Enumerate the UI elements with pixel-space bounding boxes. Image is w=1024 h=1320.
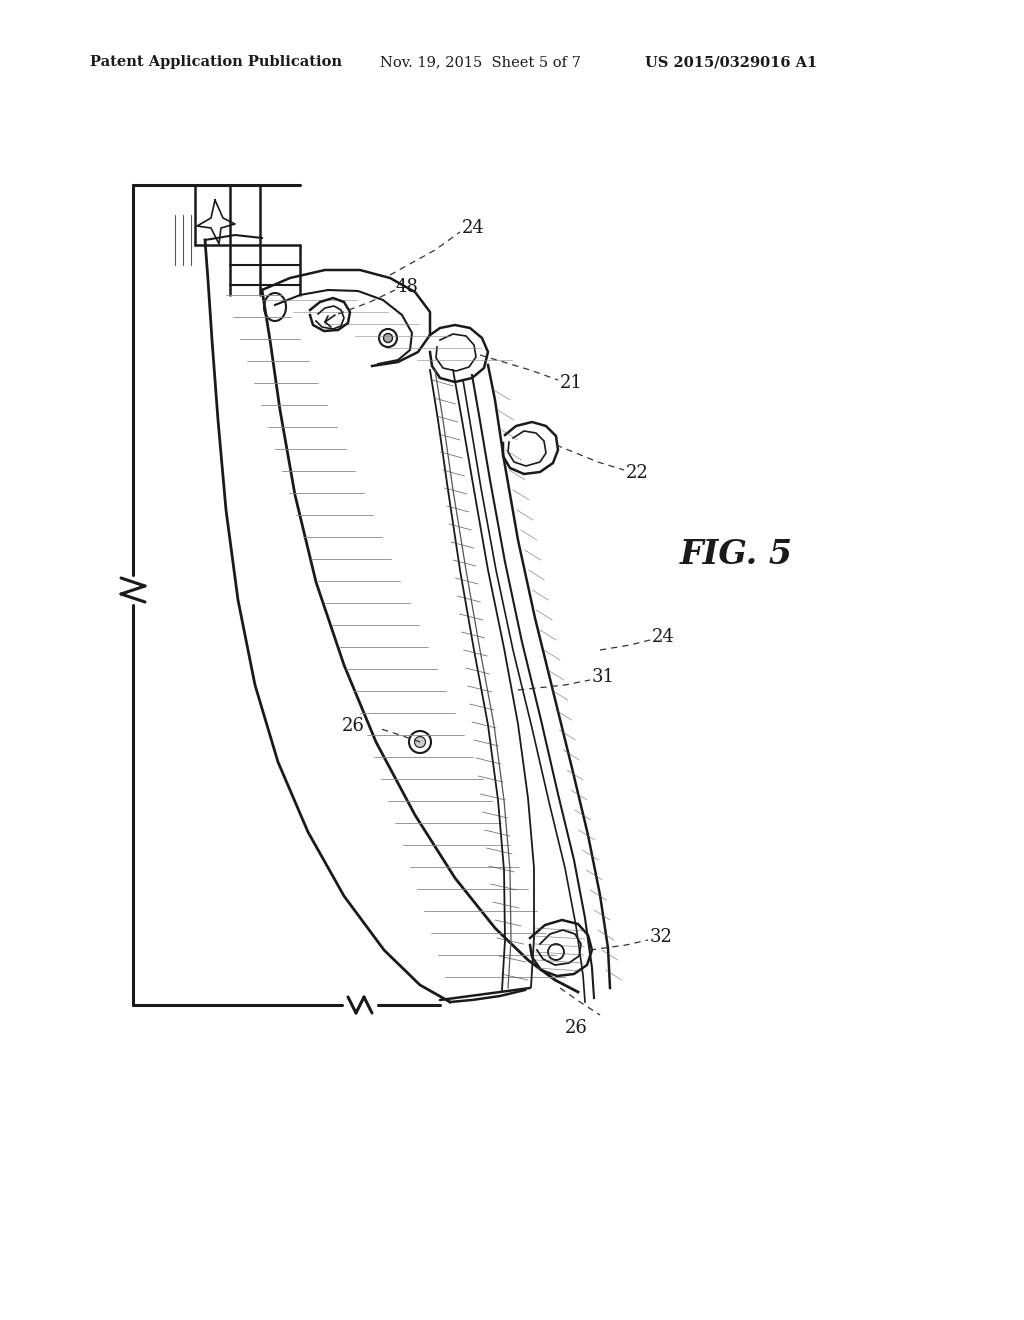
Text: 21: 21 [560,374,583,392]
Text: US 2015/0329016 A1: US 2015/0329016 A1 [645,55,817,69]
Text: 24: 24 [652,628,675,645]
Text: Nov. 19, 2015  Sheet 5 of 7: Nov. 19, 2015 Sheet 5 of 7 [380,55,581,69]
Text: 31: 31 [592,668,615,686]
Text: 32: 32 [650,928,673,946]
Text: FIG. 5: FIG. 5 [680,539,794,572]
Text: 26: 26 [342,717,365,735]
Text: 22: 22 [626,465,649,482]
Text: 26: 26 [565,1019,588,1038]
Text: 24: 24 [462,219,484,238]
Circle shape [415,737,426,747]
Circle shape [384,334,392,342]
Text: 48: 48 [396,279,419,296]
Text: Patent Application Publication: Patent Application Publication [90,55,342,69]
